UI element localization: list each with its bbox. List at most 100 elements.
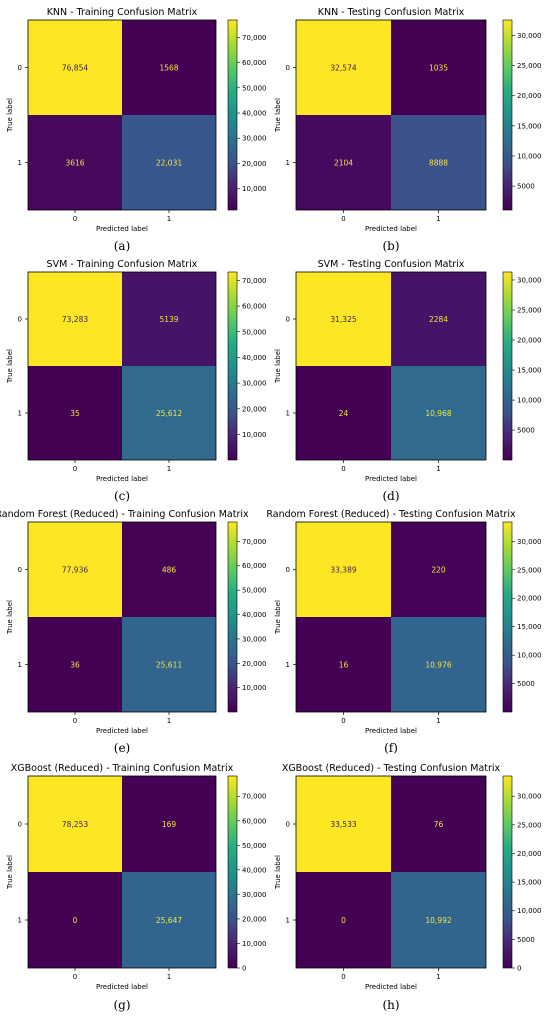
cell-value-label: 2284	[429, 315, 448, 324]
panel-caption: (c)	[114, 489, 130, 503]
colorbar-tick-label: 15,000	[517, 122, 542, 130]
matrix-cell	[296, 617, 391, 712]
colorbar-tick-label: 25,000	[517, 62, 542, 70]
matrix-cell	[28, 617, 122, 712]
colorbar-tick-label: 40,000	[242, 611, 267, 619]
matrix-cell	[391, 872, 486, 968]
y-axis-label: True label	[6, 855, 14, 890]
panel-caption: (h)	[382, 998, 399, 1012]
matrix-cell	[296, 20, 391, 115]
cell-value-label: 1568	[159, 64, 178, 73]
colorbar-tick-label: 20,000	[242, 405, 267, 413]
x-tick-label: 0	[341, 717, 345, 725]
colorbar-tick-label: 5000	[517, 183, 535, 191]
cell-value-label: 169	[162, 820, 177, 829]
cell-value-label: 24	[339, 409, 349, 418]
chart-title: KNN - Testing Confusion Matrix	[318, 7, 465, 18]
y-tick-label: 0	[286, 316, 290, 324]
matrix-cell	[296, 872, 391, 968]
colorbar-tick-label: 60,000	[242, 562, 267, 570]
x-tick-label: 1	[167, 717, 171, 725]
colorbar-tick-label: 30,000	[517, 276, 542, 284]
chart-title: XGBoost (Reduced) - Testing Confusion Ma…	[282, 763, 501, 774]
x-tick-label: 1	[167, 465, 171, 473]
cell-value-label: 0	[341, 916, 346, 925]
cell-value-label: 16	[339, 661, 349, 670]
matrix-frame	[295, 271, 487, 461]
confusion-matrix-panel: XGBoost (Reduced) - Training Confusion M…	[6, 763, 267, 1012]
cell-value-label: 76	[434, 820, 444, 829]
colorbar-tick-label: 60,000	[242, 59, 267, 67]
chart-title: KNN - Training Confusion Matrix	[47, 7, 198, 18]
y-tick-label: 1	[286, 917, 290, 925]
colorbar	[502, 19, 513, 211]
y-tick-label: 1	[18, 917, 22, 925]
colorbar-tick-label: 15,000	[517, 879, 542, 887]
x-axis-label: Predicted label	[96, 983, 148, 991]
colorbar-tick-label: 25,000	[517, 821, 542, 829]
colorbar-tick-label: 20,000	[517, 850, 542, 858]
confusion-matrix-panel: KNN - Training Confusion Matrix 76,854 156…	[6, 7, 267, 253]
colorbar-tick-label: 70,000	[242, 34, 267, 42]
matrix-frame	[27, 775, 217, 969]
matrix-frame	[295, 775, 487, 969]
colorbar-tick-label: 25,000	[517, 566, 542, 574]
matrix-cell	[122, 20, 216, 115]
colorbar-tick-label: 15,000	[517, 623, 542, 631]
colorbar-tick-label: 0	[517, 965, 521, 973]
x-axis-label: Predicted label	[365, 983, 417, 991]
x-tick-label: 1	[436, 465, 440, 473]
x-axis-label: Predicted label	[365, 727, 417, 735]
matrix-cell	[391, 20, 486, 115]
panel-caption: (d)	[382, 489, 399, 503]
matrix-cell	[391, 272, 486, 366]
cell-value-label: 35	[70, 409, 80, 418]
cell-value-label: 22,031	[156, 159, 182, 168]
cell-value-label: 5139	[159, 315, 178, 324]
x-tick-label: 1	[167, 973, 171, 981]
y-axis-label: True label	[6, 349, 14, 384]
colorbar	[502, 775, 513, 969]
y-axis-label: True label	[6, 600, 14, 635]
y-tick-label: 1	[18, 661, 22, 669]
colorbar-tick-label: 10,000	[517, 152, 542, 160]
y-axis-label: True label	[274, 349, 282, 384]
y-tick-label: 1	[286, 661, 290, 669]
matrix-cell	[28, 115, 122, 210]
cell-value-label: 32,574	[330, 64, 356, 73]
colorbar-tick-label: 20,000	[517, 92, 542, 100]
colorbar-tick-label: 30,000	[242, 135, 267, 143]
x-tick-label: 0	[73, 215, 77, 223]
colorbar	[502, 521, 513, 713]
panel-caption: (g)	[113, 998, 130, 1012]
matrix-cell	[296, 115, 391, 210]
matrix-cell	[391, 115, 486, 210]
matrix-cell	[28, 872, 122, 968]
x-axis-label: Predicted label	[365, 475, 417, 483]
matrix-cell	[122, 617, 216, 712]
matrix-cell	[391, 776, 486, 872]
colorbar-tick-label: 60,000	[242, 303, 267, 311]
panel-caption: (f)	[384, 741, 398, 755]
cell-value-label: 25,647	[156, 916, 182, 925]
matrix-frame	[295, 19, 487, 211]
confusion-matrix-panel: Random Forest (Reduced) - Training Confu…	[0, 509, 267, 755]
colorbar-tick-label: 30,000	[517, 538, 542, 546]
y-axis-label: True label	[274, 855, 282, 890]
matrix-cell	[122, 522, 216, 617]
cell-value-label: 1035	[429, 64, 448, 73]
x-tick-label: 1	[436, 717, 440, 725]
matrix-cell	[28, 20, 122, 115]
colorbar-tick-label: 10,000	[242, 431, 267, 439]
confusion-matrix-panel: SVM - Testing Confusion Matrix 31,325 2284…	[274, 259, 542, 503]
colorbar-tick-label: 0	[242, 965, 246, 973]
cell-value-label: 36	[70, 661, 80, 670]
matrix-cell	[122, 115, 216, 210]
cell-value-label: 73,283	[62, 315, 88, 324]
colorbar-tick-label: 70,000	[242, 277, 267, 285]
chart-title: XGBoost (Reduced) - Training Confusion M…	[11, 763, 234, 774]
colorbar-tick-label: 50,000	[242, 587, 267, 595]
colorbar-tick-label: 30,000	[242, 635, 267, 643]
colorbar-tick-label: 10,000	[517, 397, 542, 405]
cell-value-label: 31,325	[330, 315, 356, 324]
